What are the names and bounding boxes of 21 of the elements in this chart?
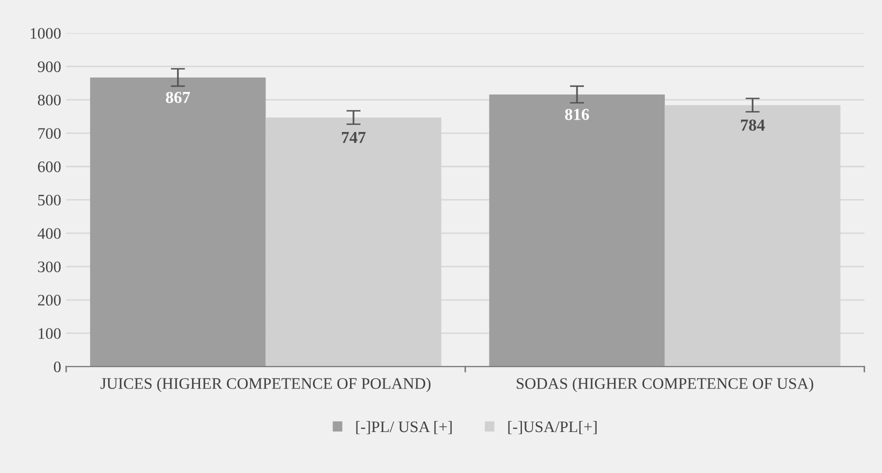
x-tick-label: JUICES (HIGHER COMPETENCE OF POLAND) xyxy=(100,378,430,392)
y-tick-label: 100 xyxy=(38,328,61,339)
y-tick-label: 1000 xyxy=(30,28,61,39)
legend-label: [-]PL/ USA [+] xyxy=(356,420,452,434)
y-tick-label: 900 xyxy=(38,61,61,72)
bar xyxy=(90,77,266,367)
legend-label: [-]USA/PL[+] xyxy=(508,420,597,434)
y-tick-label: 500 xyxy=(38,194,61,206)
y-tick-label: 800 xyxy=(38,94,61,106)
y-tick-label: 700 xyxy=(38,128,61,139)
bar xyxy=(489,94,665,367)
x-tick-label: SODAS (HIGHER COMPETENCE OF USA) xyxy=(516,378,814,392)
data-label: 816 xyxy=(565,108,590,120)
y-tick-label: 200 xyxy=(38,294,61,306)
data-label: 747 xyxy=(342,132,366,143)
y-tick-label: 300 xyxy=(38,261,61,272)
y-tick-label: 600 xyxy=(38,161,61,172)
data-label: 867 xyxy=(166,92,190,104)
y-tick-label: 400 xyxy=(38,228,61,239)
data-label: 784 xyxy=(741,120,765,131)
y-tick-label: 0 xyxy=(54,361,61,372)
